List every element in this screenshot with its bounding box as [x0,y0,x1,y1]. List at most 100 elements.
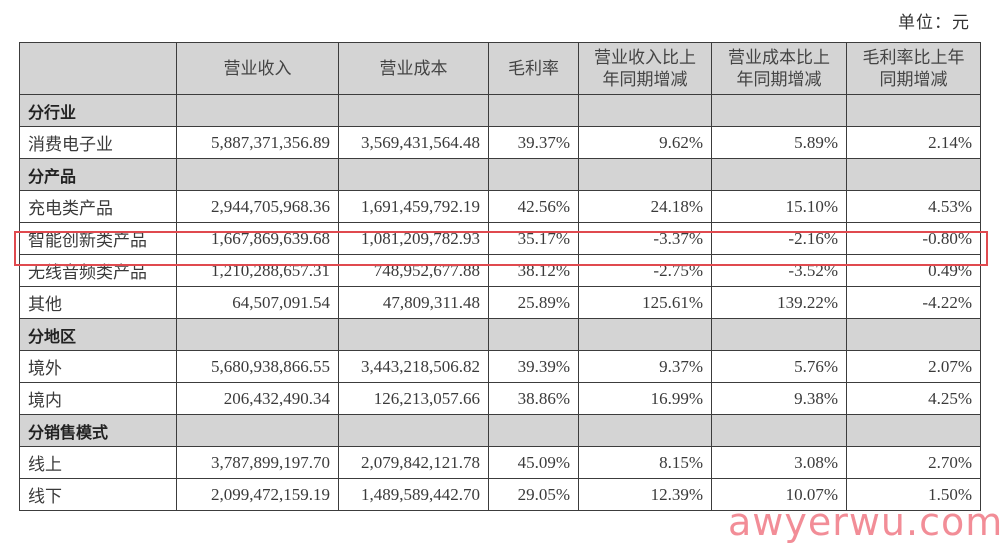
header-text-line2: 年同期增减 [602,69,688,89]
table-row: 充电类产品 2,944,705,968.36 1,691,459,792.19 42.… [19,190,981,223]
section-empty-cell [711,94,847,127]
revenue-yoy-cell: 24.18% [578,190,712,223]
cost-yoy-cell: 9.38% [711,382,847,415]
header-text: 毛利率 [508,58,559,78]
cost-cell: 1,691,459,792.19 [338,190,489,223]
section-empty-cell [176,94,339,127]
margin-yoy-cell: -4.22% [846,286,981,319]
header-row: 营业收入 营业成本 毛利率 营业收入比上 年同期增减 营业成本比上 年同期增减 毛利… [19,42,981,95]
revenue-yoy-cell: 125.61% [578,286,712,319]
cost-yoy-cell: 5.76% [711,350,847,383]
cost-yoy-cell: -3.52% [711,254,847,287]
row-label: 无线音频类产品 [19,254,177,287]
row-label: 境外 [19,350,177,383]
cost-cell: 1,489,589,442.70 [338,478,489,511]
section-title: 分销售模式 [19,414,177,447]
revenue-yoy-cell: 9.62% [578,126,712,159]
section-empty-cell [488,158,579,191]
section-title: 分行业 [19,94,177,127]
margin-cell: 45.09% [488,446,579,479]
header-blank [19,42,177,95]
margin-cell: 39.39% [488,350,579,383]
table-row: 消费电子业 5,887,371,356.89 3,569,431,564.48 39.… [19,126,981,159]
revenue-yoy-cell: -3.37% [578,222,712,255]
revenue-yoy-cell: 12.39% [578,478,712,511]
margin-cell: 25.89% [488,286,579,319]
margin-yoy-cell: 4.25% [846,382,981,415]
margin-cell: 35.17% [488,222,579,255]
section-row: 分产品 [19,158,981,191]
section-row: 分销售模式 [19,414,981,447]
margin-yoy-cell: 1.50% [846,478,981,511]
section-empty-cell [711,158,847,191]
header-text-line1: 营业成本比上 [728,47,830,67]
table-row: 线下 2,099,472,159.19 1,489,589,442.70 29.05%… [19,478,981,511]
header-cost-yoy: 营业成本比上 年同期增减 [711,42,847,95]
margin-yoy-cell: 2.07% [846,350,981,383]
row-label: 境内 [19,382,177,415]
cost-yoy-cell: 3.08% [711,446,847,479]
revenue-yoy-cell: 16.99% [578,382,712,415]
cost-cell: 1,081,209,782.93 [338,222,489,255]
header-text-line2: 年同期增减 [736,69,822,89]
section-title: 分地区 [19,318,177,351]
header-text-line1: 毛利率比上年 [862,47,965,67]
header-revenue: 营业收入 [176,42,339,95]
revenue-yoy-cell: 8.15% [578,446,712,479]
row-label: 线下 [19,478,177,511]
revenue-cell: 2,099,472,159.19 [176,478,339,511]
table-row: 无线音频类产品 1,210,288,657.31 748,952,677.88 38.… [19,254,981,287]
header-text: 营业收入 [223,58,292,78]
section-empty-cell [578,318,712,351]
cost-cell: 3,443,218,506.82 [338,350,489,383]
section-empty-cell [176,414,339,447]
cost-cell: 47,809,311.48 [338,286,489,319]
margin-cell: 38.86% [488,382,579,415]
cost-yoy-cell: -2.16% [711,222,847,255]
header-margin-yoy: 毛利率比上年 同期增减 [846,42,981,95]
revenue-breakdown-table: 营业收入 营业成本 毛利率 营业收入比上 年同期增减 营业成本比上 年同期增减 毛利… [19,42,981,511]
section-empty-cell [711,414,847,447]
table-row: 境外 5,680,938,866.55 3,443,218,506.82 39.39%… [19,350,981,383]
margin-cell: 29.05% [488,478,579,511]
section-empty-cell [578,158,712,191]
revenue-cell: 1,210,288,657.31 [176,254,339,287]
cost-yoy-cell: 10.07% [711,478,847,511]
section-empty-cell [488,414,579,447]
table-row: 境内 206,432,490.34 126,213,057.66 38.86% 16.9… [19,382,981,415]
row-label: 线上 [19,446,177,479]
row-label: 消费电子业 [19,126,177,159]
section-empty-cell [578,94,712,127]
section-empty-cell [488,318,579,351]
revenue-cell: 5,680,938,866.55 [176,350,339,383]
section-title: 分产品 [19,158,177,191]
cost-yoy-cell: 5.89% [711,126,847,159]
margin-cell: 42.56% [488,190,579,223]
margin-yoy-cell: 4.53% [846,190,981,223]
cost-cell: 748,952,677.88 [338,254,489,287]
header-text-line1: 营业收入比上 [594,47,696,67]
section-empty-cell [846,414,981,447]
revenue-cell: 2,944,705,968.36 [176,190,339,223]
revenue-cell: 1,667,869,639.68 [176,222,339,255]
margin-yoy-cell: 2.14% [846,126,981,159]
margin-cell: 38.12% [488,254,579,287]
revenue-cell: 206,432,490.34 [176,382,339,415]
header-text-line2: 同期增减 [879,69,948,89]
cost-yoy-cell: 15.10% [711,190,847,223]
unit-label: 单位：元 [898,13,970,32]
cost-yoy-cell: 139.22% [711,286,847,319]
row-label: 智能创新类产品 [19,222,177,255]
cost-cell: 3,569,431,564.48 [338,126,489,159]
cost-cell: 126,213,057.66 [338,382,489,415]
section-empty-cell [338,94,489,127]
section-empty-cell [488,94,579,127]
section-row: 分行业 [19,94,981,127]
section-empty-cell [338,318,489,351]
header-revenue-yoy: 营业收入比上 年同期增减 [578,42,712,95]
revenue-yoy-cell: -2.75% [578,254,712,287]
cost-cell: 2,079,842,121.78 [338,446,489,479]
table-row: 其他 64,507,091.54 47,809,311.48 25.89% 125.61… [19,286,981,319]
revenue-yoy-cell: 9.37% [578,350,712,383]
revenue-cell: 3,787,899,197.70 [176,446,339,479]
